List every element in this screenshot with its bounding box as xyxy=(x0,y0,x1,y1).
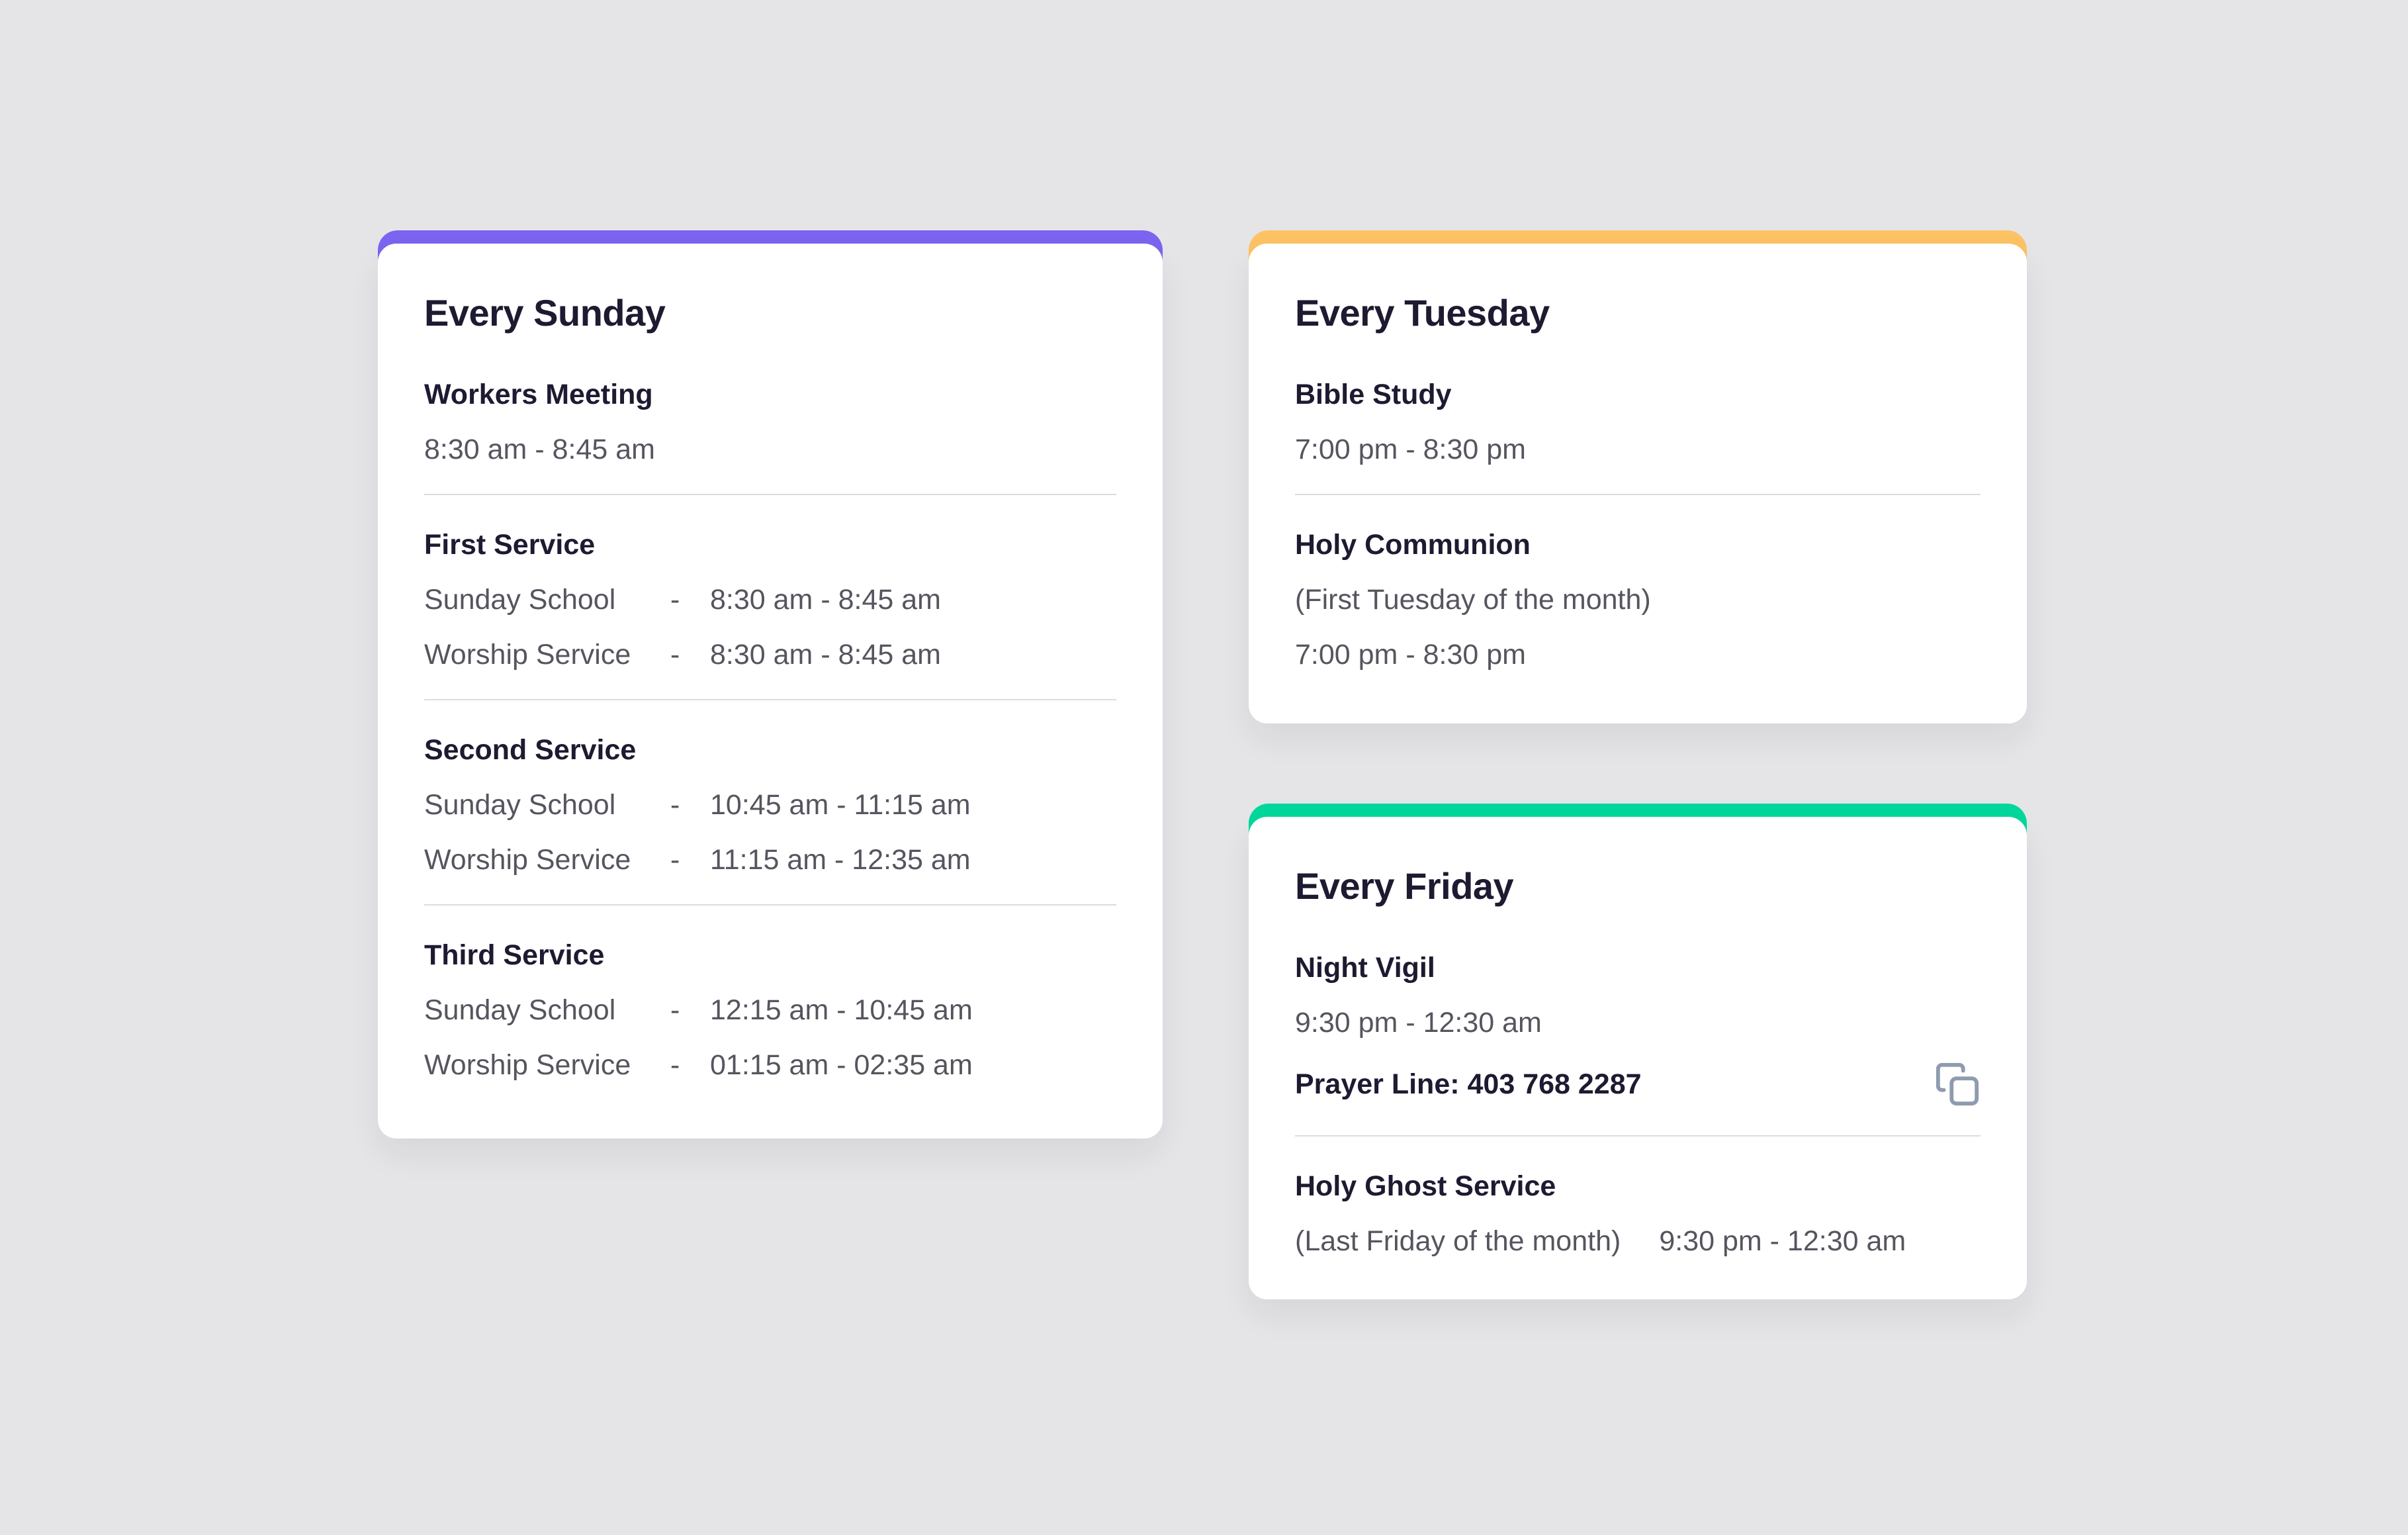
workers-meeting-section: Workers Meeting 8:30 am - 8:45 am xyxy=(424,378,1116,466)
event-time: 7:00 pm - 8:30 pm xyxy=(1295,639,1526,671)
schedule-row: Sunday School - 10:45 am - 11:15 am xyxy=(424,788,1116,821)
friday-schedule-card: Every Friday Night Vigil 9:30 pm - 12:30… xyxy=(1249,804,2027,1299)
row-label: Sunday School xyxy=(424,584,616,616)
holy-ghost-service-section: Holy Ghost Service (Last Friday of the m… xyxy=(1295,1170,1981,1258)
divider xyxy=(424,904,1116,906)
divider xyxy=(1295,1135,1981,1137)
row-label: Worship Service xyxy=(424,639,631,671)
schedule-row: Worship Service - 8:30 am - 8:45 am xyxy=(424,638,1116,671)
event-name: Second Service xyxy=(424,734,637,766)
friday-card-title: Every Friday xyxy=(1295,865,1514,907)
copy-button[interactable] xyxy=(1934,1061,1981,1107)
row-time: 8:30 am - 8:45 am xyxy=(710,639,941,671)
event-name: Holy Communion xyxy=(1295,529,1531,561)
prayer-line-text: Prayer Line: 403 768 2287 xyxy=(1295,1068,1642,1100)
row-time: 01:15 am - 02:35 am xyxy=(710,1049,973,1081)
bible-study-section: Bible Study 7:00 pm - 8:30 pm xyxy=(1295,378,1981,466)
tuesday-schedule-card: Every Tuesday Bible Study 7:00 pm - 8:30… xyxy=(1249,230,2027,723)
schedule-row: Sunday School - 12:15 am - 10:45 am xyxy=(424,994,1116,1027)
row-separator: - xyxy=(670,994,680,1026)
row-separator: - xyxy=(670,844,680,876)
event-time: 9:30 pm - 12:30 am xyxy=(1295,1007,1542,1039)
event-name: Holy Ghost Service xyxy=(1295,1170,1556,1202)
row-time: 11:15 am - 12:35 am xyxy=(710,844,971,876)
event-note: (First Tuesday of the month) xyxy=(1295,584,1651,616)
sunday-card-title: Every Sunday xyxy=(424,292,666,334)
sunday-schedule-card: Every Sunday Workers Meeting 8:30 am - 8… xyxy=(378,230,1163,1139)
row-label: Sunday School xyxy=(424,789,616,821)
third-service-section: Third Service Sunday School - 12:15 am -… xyxy=(424,939,1116,1082)
friday-card-body: Every Friday Night Vigil 9:30 pm - 12:30… xyxy=(1249,817,2027,1299)
row-separator: - xyxy=(670,584,680,616)
event-time: 8:30 am - 8:45 am xyxy=(424,434,655,465)
divider xyxy=(1295,494,1981,495)
tuesday-card-body: Every Tuesday Bible Study 7:00 pm - 8:30… xyxy=(1249,244,2027,723)
row-label: Worship Service xyxy=(424,844,631,876)
row-time: 12:15 am - 10:45 am xyxy=(710,994,973,1026)
event-name: Bible Study xyxy=(1295,379,1452,410)
divider xyxy=(424,699,1116,700)
holy-communion-section: Holy Communion (First Tuesday of the mon… xyxy=(1295,528,1981,671)
prayer-line-row: Prayer Line: 403 768 2287 xyxy=(1295,1061,1981,1107)
row-separator: - xyxy=(670,639,680,671)
event-name: First Service xyxy=(424,529,596,561)
schedule-row: Sunday School - 8:30 am - 8:45 am xyxy=(424,583,1116,616)
row-label: Sunday School xyxy=(424,994,616,1026)
tuesday-card-title: Every Tuesday xyxy=(1295,292,1550,334)
event-time: 7:00 pm - 8:30 pm xyxy=(1295,434,1526,465)
schedule-row: Worship Service - 01:15 am - 02:35 am xyxy=(424,1048,1116,1082)
row-time: 8:30 am - 8:45 am xyxy=(710,584,941,616)
row-separator: - xyxy=(670,789,680,821)
event-name: Third Service xyxy=(424,939,605,971)
event-name: Night Vigil xyxy=(1295,952,1435,984)
second-service-section: Second Service Sunday School - 10:45 am … xyxy=(424,733,1116,876)
row-separator: - xyxy=(670,1049,680,1081)
row-label: Worship Service xyxy=(424,1049,631,1081)
schedule-row: (Last Friday of the month) 9:30 pm - 12:… xyxy=(1295,1225,1981,1258)
first-service-section: First Service Sunday School - 8:30 am - … xyxy=(424,528,1116,671)
schedule-row: Worship Service - 11:15 am - 12:35 am xyxy=(424,843,1116,876)
sunday-card-body: Every Sunday Workers Meeting 8:30 am - 8… xyxy=(378,244,1163,1139)
copy-icon xyxy=(1934,1061,1981,1107)
event-note: (Last Friday of the month) xyxy=(1295,1225,1621,1257)
event-name: Workers Meeting xyxy=(424,379,653,410)
event-time: 9:30 pm - 12:30 am xyxy=(1659,1225,1906,1257)
night-vigil-section: Night Vigil 9:30 pm - 12:30 am Prayer Li… xyxy=(1295,951,1981,1107)
divider xyxy=(424,494,1116,495)
row-time: 10:45 am - 11:15 am xyxy=(710,789,971,821)
